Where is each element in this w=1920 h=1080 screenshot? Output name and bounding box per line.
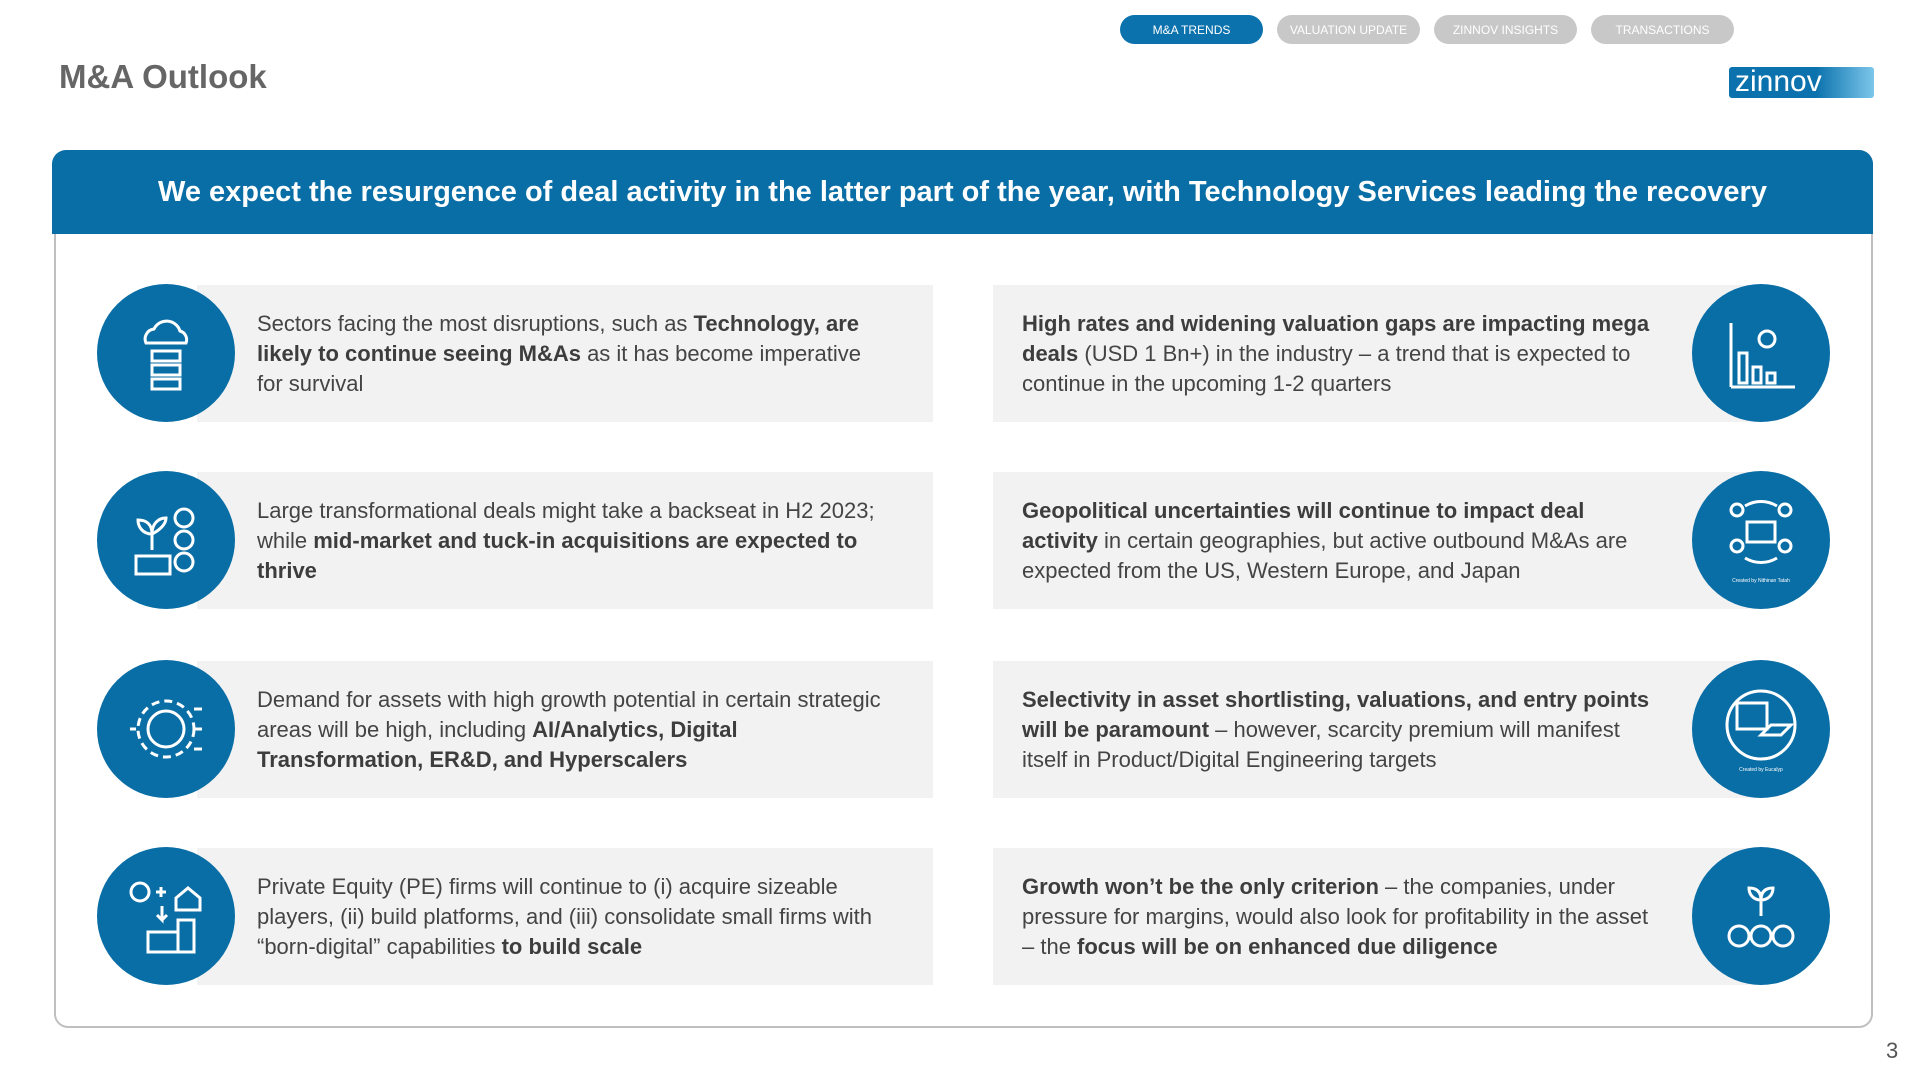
bold-text: AI/Analytics, Digital Transformation, ER… [257, 716, 738, 772]
card: Large transformational deals might take … [197, 472, 933, 609]
bold-text: Geopolitical uncertainties will continue… [1022, 497, 1585, 553]
page-title: M&A Outlook [59, 58, 267, 95]
icon [97, 284, 235, 422]
text: Demand for assets with high growth poten… [257, 686, 881, 742]
icon [1692, 847, 1830, 985]
text: in certain geographies, but active outbo… [1022, 527, 1628, 583]
card-text: Large transformational deals might take … [257, 496, 883, 586]
text: Private Equity (PE) firms will continue … [257, 873, 872, 959]
nav-tab[interactable]: VALUATION UPDATE [1277, 15, 1420, 44]
text: – the companies, under pressure for marg… [1022, 873, 1649, 959]
nav-tab[interactable]: M&A TRENDS [1120, 15, 1263, 44]
nav-tab[interactable]: TRANSACTIONS [1591, 15, 1734, 44]
card-text: Sectors facing the most disruptions, suc… [257, 309, 883, 399]
bold-text: High rates and widening valuation gaps a… [1022, 310, 1650, 366]
icon [97, 471, 235, 609]
card-text: Selectivity in asset shortlisting, valua… [1022, 685, 1650, 775]
card: High rates and widening valuation gaps a… [993, 285, 1760, 422]
card-text: Demand for assets with high growth poten… [257, 685, 883, 775]
card-text: Growth won’t be the only criterion – the… [1022, 872, 1650, 962]
bold-text: Selectivity in asset shortlisting, valua… [1022, 686, 1650, 742]
logo: zinnov [1729, 67, 1874, 98]
text: as it has become imperative for survival [257, 340, 861, 396]
bold-text: Technology, are likely to continue seein… [257, 310, 859, 366]
bold-text: Growth won’t be the only criterion [1022, 873, 1379, 899]
icon: Created by Nithinan Tatah [1692, 471, 1830, 609]
text: Large transformational deals might take … [257, 497, 875, 553]
card: Selectivity in asset shortlisting, valua… [993, 661, 1760, 798]
text: Sectors facing the most disruptions, suc… [257, 310, 694, 336]
card: Demand for assets with high growth poten… [197, 661, 933, 798]
icon-credit: Created by Eucalyp [1739, 767, 1783, 773]
icon: Created by Eucalyp [1692, 660, 1830, 798]
card-text: Private Equity (PE) firms will continue … [257, 872, 883, 962]
card: Private Equity (PE) firms will continue … [197, 848, 933, 985]
card: Geopolitical uncertainties will continue… [993, 472, 1760, 609]
card-text: Geopolitical uncertainties will continue… [1022, 496, 1650, 586]
bold-text: to build scale [501, 933, 643, 959]
page-number: 3 [1886, 1038, 1899, 1063]
icon-credit: Created by Nithinan Tatah [1732, 578, 1790, 584]
icon [97, 660, 235, 798]
card: Growth won’t be the only criterion – the… [993, 848, 1760, 985]
icon [1692, 284, 1830, 422]
bold-text: mid-market and tuck-in acquisitions are … [257, 527, 858, 583]
card: Sectors facing the most disruptions, suc… [197, 285, 933, 422]
text: – however, scarcity premium will manifes… [1022, 716, 1620, 772]
bold-text: focus will be on enhanced due diligence [1077, 933, 1498, 959]
icon [97, 847, 235, 985]
card-text: High rates and widening valuation gaps a… [1022, 309, 1650, 399]
text: (USD 1 Bn+) in the industry – a trend th… [1022, 340, 1631, 396]
nav-tab[interactable]: ZINNOV INSIGHTS [1434, 15, 1577, 44]
banner: We expect the resurgence of deal activit… [52, 150, 1873, 234]
